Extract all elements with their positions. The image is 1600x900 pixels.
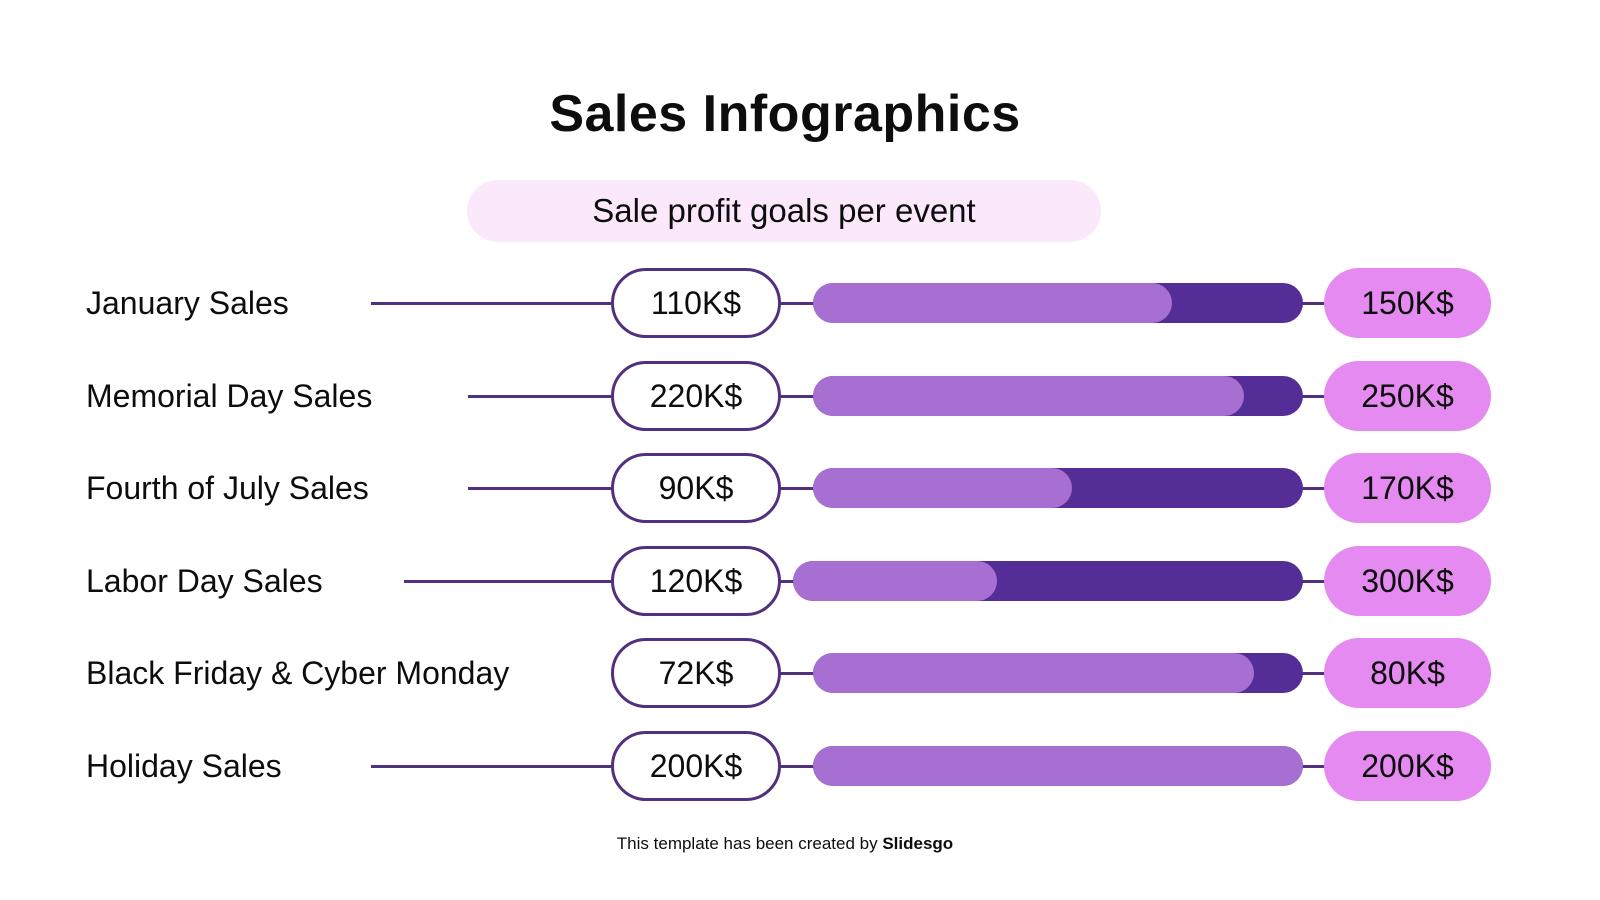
progress-track — [793, 561, 1303, 601]
progress-fill — [813, 376, 1244, 416]
progress-track — [813, 653, 1303, 693]
progress-row: Memorial Day Sales 220K$ 250K$ — [0, 361, 1600, 431]
event-label: Holiday Sales — [86, 748, 282, 784]
actual-value-pill: 90K$ — [611, 453, 781, 523]
connector-line — [371, 302, 611, 305]
progress-row: Labor Day Sales 120K$ 300K$ — [0, 546, 1600, 616]
progress-row: January Sales 110K$ 150K$ — [0, 268, 1600, 338]
connector-line — [780, 580, 798, 583]
actual-value-pill: 72K$ — [611, 638, 781, 708]
connector-line — [780, 302, 818, 305]
progress-fill — [793, 561, 997, 601]
goal-value-pill: 80K$ — [1324, 638, 1491, 708]
progress-row: Black Friday & Cyber Monday 72K$ 80K$ — [0, 638, 1600, 708]
connector-line — [780, 487, 818, 490]
actual-value-pill: 220K$ — [611, 361, 781, 431]
connector-line — [371, 765, 611, 768]
event-label: Labor Day Sales — [86, 563, 323, 599]
progress-track — [813, 468, 1303, 508]
progress-fill — [813, 283, 1172, 323]
connector-line — [780, 765, 818, 768]
connector-line — [468, 395, 611, 398]
progress-track — [813, 376, 1303, 416]
event-label: Memorial Day Sales — [86, 378, 373, 414]
actual-value-pill: 110K$ — [611, 268, 781, 338]
progress-fill — [813, 653, 1254, 693]
connector-line — [780, 395, 818, 398]
connector-line — [1298, 672, 1328, 675]
progress-row: Holiday Sales 200K$ 200K$ — [0, 731, 1600, 801]
page-title: Sales Infographics — [549, 85, 1021, 143]
actual-value-pill: 200K$ — [611, 731, 781, 801]
goal-value-pill: 300K$ — [1324, 546, 1491, 616]
connector-line — [780, 672, 818, 675]
progress-fill — [813, 468, 1072, 508]
progress-track — [813, 746, 1303, 786]
connector-line — [404, 580, 611, 583]
progress-fill — [813, 746, 1303, 786]
connector-line — [1298, 302, 1328, 305]
connector-line — [1298, 395, 1328, 398]
event-label: January Sales — [86, 285, 289, 321]
goal-value-pill: 170K$ — [1324, 453, 1491, 523]
subtitle-pill: Sale profit goals per event — [467, 180, 1101, 242]
progress-row: Fourth of July Sales 90K$ 170K$ — [0, 453, 1600, 523]
connector-line — [1298, 487, 1328, 490]
event-label: Fourth of July Sales — [86, 470, 369, 506]
connector-line — [1298, 580, 1328, 583]
goal-value-pill: 200K$ — [1324, 731, 1491, 801]
actual-value-pill: 120K$ — [611, 546, 781, 616]
progress-track — [813, 283, 1303, 323]
event-label: Black Friday & Cyber Monday — [86, 655, 510, 691]
goal-value-pill: 150K$ — [1324, 268, 1491, 338]
connector-line — [1298, 765, 1328, 768]
goal-value-pill: 250K$ — [1324, 361, 1491, 431]
footer-brand: Slidesgo — [882, 834, 954, 853]
connector-line — [468, 487, 611, 490]
footer-text: This template has been created by — [616, 834, 883, 853]
footer-credit: This template has been created by Slides… — [0, 834, 1570, 854]
